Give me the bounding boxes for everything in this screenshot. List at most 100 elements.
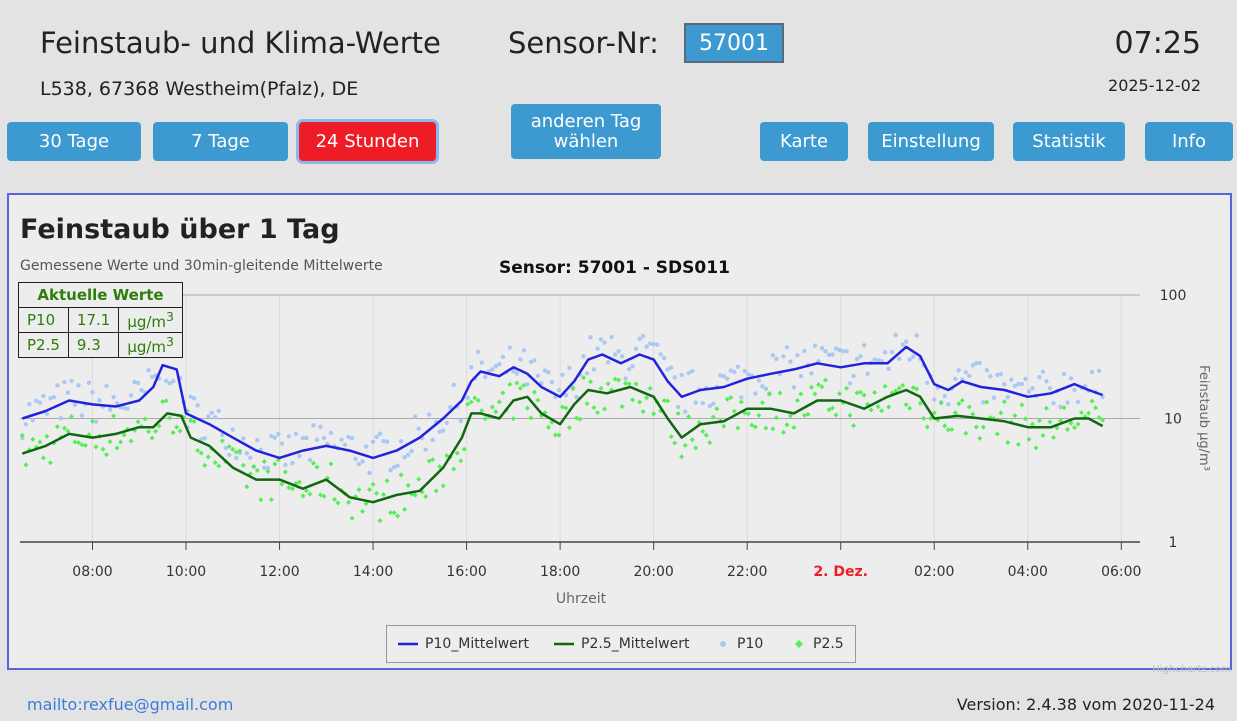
p10-point — [441, 428, 446, 433]
p25-point — [1050, 434, 1056, 440]
p25-point — [191, 419, 197, 425]
p10-point — [549, 380, 555, 385]
sensor-number-field[interactable]: 57001 — [684, 23, 784, 63]
p25-point — [167, 415, 173, 421]
button-24-hours[interactable]: 24 Stunden — [299, 122, 436, 161]
p25-point — [128, 438, 134, 444]
p10-point — [574, 394, 579, 400]
p10-point — [1061, 371, 1067, 377]
y-tick-label: 10 — [1164, 412, 1182, 428]
p10-point — [542, 368, 548, 373]
p25-point — [468, 399, 474, 405]
p10-point — [1023, 376, 1028, 382]
contact-mail-link[interactable]: mailto:rexfue@gmail.com — [27, 695, 234, 714]
button-settings[interactable]: Einstellung — [868, 122, 994, 161]
p25-point — [160, 399, 166, 405]
p10-point — [360, 459, 365, 464]
p25-point — [921, 415, 927, 421]
p10-point — [616, 349, 621, 354]
x-tick-label: 12:00 — [259, 564, 299, 580]
p25-point — [728, 395, 734, 401]
x-tick-label: 10:00 — [166, 564, 206, 580]
p10-point — [679, 372, 684, 378]
p25-point — [370, 481, 376, 487]
p10-point — [1051, 401, 1056, 406]
p25-point — [703, 432, 709, 438]
p25-point — [823, 377, 829, 383]
legend-item-p10[interactable]: P10 — [717, 636, 763, 652]
legend-item-p25[interactable]: P2.5 — [793, 636, 844, 652]
p10-point — [342, 442, 348, 448]
button-other-day[interactable]: anderen Tag wählen — [511, 104, 661, 159]
p25-point — [626, 381, 632, 387]
p25-point — [531, 389, 537, 395]
p10-point — [770, 353, 776, 358]
p10-point — [500, 354, 506, 360]
p25-point — [693, 445, 699, 451]
p25-point — [423, 494, 429, 500]
p10-point — [875, 358, 881, 363]
p10-point — [163, 378, 169, 384]
p10-point — [1002, 382, 1007, 387]
p10-point — [532, 358, 537, 363]
p10-point — [132, 379, 137, 385]
p10-point — [244, 451, 250, 456]
p10-point — [511, 369, 516, 374]
p25-point — [675, 410, 681, 416]
p10-point — [802, 348, 807, 354]
p10-point — [265, 465, 271, 471]
button-7-days[interactable]: 7 Tage — [153, 122, 288, 161]
p25-point — [314, 464, 320, 470]
p25-point — [349, 515, 355, 521]
legend-item-p10-mean[interactable]: P10_Mittelwert — [397, 636, 529, 652]
p10-point — [72, 402, 78, 408]
p10-point — [521, 348, 527, 353]
button-30-days[interactable]: 30 Tage — [7, 122, 141, 161]
p10-point — [1075, 399, 1081, 405]
p25-point — [391, 510, 397, 516]
p10-point — [230, 427, 235, 432]
p25-point — [780, 429, 786, 435]
p10-point — [882, 350, 888, 355]
p10-point — [595, 346, 600, 351]
p25-point — [331, 496, 337, 502]
p10-point — [476, 349, 481, 355]
p25-point — [591, 405, 597, 411]
p25-point — [938, 400, 944, 406]
p10-point — [135, 380, 141, 386]
p10-point — [37, 400, 43, 405]
p25-point — [475, 397, 481, 403]
button-statistics[interactable]: Statistik — [1013, 122, 1125, 161]
p10-point — [388, 468, 393, 473]
highcharts-credit[interactable]: Highcharts.com — [1152, 664, 1231, 675]
p10-point — [121, 405, 127, 411]
p25-point — [107, 439, 113, 445]
p10-point — [525, 382, 530, 387]
button-map[interactable]: Karte — [760, 122, 848, 161]
p10-point — [279, 441, 285, 446]
p25-point — [791, 425, 797, 431]
p10-point — [62, 379, 67, 385]
p25-point — [321, 493, 327, 499]
button-info[interactable]: Info — [1145, 122, 1233, 161]
p25-point — [521, 382, 527, 388]
p10-point — [833, 346, 839, 351]
p10-point — [651, 342, 656, 347]
p10-point — [1058, 404, 1063, 410]
current-values-table: Aktuelle Werte P10 17.1 µg/m3 P2.5 9.3 µ… — [18, 282, 183, 358]
p10-point — [893, 332, 898, 338]
p10-point — [546, 370, 551, 375]
p25-point — [749, 422, 755, 428]
p10-point — [830, 352, 835, 357]
p25-point — [307, 491, 313, 497]
legend-item-p25-mean[interactable]: P2.5_Mittelwert — [553, 636, 689, 652]
p10-point — [465, 395, 470, 401]
p25-point — [1093, 405, 1099, 411]
p25-point — [815, 382, 821, 388]
p25-point — [458, 458, 464, 464]
p25-point — [851, 423, 857, 429]
p25-point — [230, 446, 236, 452]
y-axis-label: Feinstaub µg/m³ — [1196, 365, 1211, 471]
p10-point — [626, 366, 632, 372]
p25-point — [261, 459, 267, 465]
